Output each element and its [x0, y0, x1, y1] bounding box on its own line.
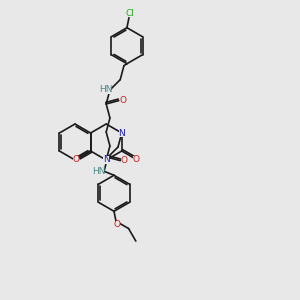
Bar — [121, 157, 127, 164]
Text: N: N — [103, 155, 110, 164]
Text: O: O — [133, 155, 140, 164]
Text: O: O — [121, 156, 128, 165]
Text: O: O — [119, 96, 126, 105]
Bar — [134, 156, 140, 163]
Text: O: O — [113, 220, 121, 229]
Bar — [119, 129, 125, 137]
Bar — [125, 10, 135, 17]
Text: Cl: Cl — [125, 9, 134, 18]
Bar — [103, 156, 109, 164]
Bar — [114, 220, 120, 228]
Text: N: N — [118, 128, 125, 137]
Bar — [120, 97, 126, 104]
Text: HN: HN — [99, 85, 113, 94]
Text: O: O — [72, 155, 80, 164]
Bar — [94, 167, 104, 175]
Bar — [73, 156, 79, 163]
Text: HN: HN — [92, 167, 106, 176]
Bar — [101, 86, 111, 94]
